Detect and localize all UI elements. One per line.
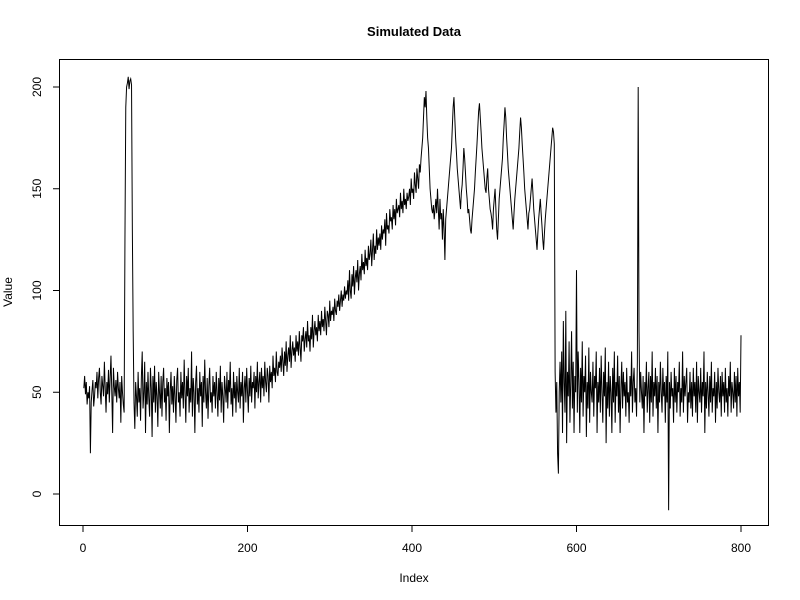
y-tick-label-200: 200	[30, 77, 44, 97]
x-axis: 0 200 400 600 800	[80, 525, 751, 555]
series-line	[83, 76, 742, 511]
chart-title: Simulated Data	[367, 24, 462, 39]
y-tick-label-100: 100	[30, 280, 44, 300]
x-tick-label-600: 600	[566, 541, 586, 555]
y-axis-label: Value	[1, 277, 15, 307]
y-tick-label-50: 50	[30, 385, 44, 399]
y-tick-label-0: 0	[30, 490, 44, 497]
x-tick-label-800: 800	[731, 541, 751, 555]
y-tick-label-150: 150	[30, 178, 44, 198]
x-tick-label-0: 0	[80, 541, 87, 555]
x-axis-label: Index	[399, 571, 428, 585]
y-axis: 0 50 100 150 200	[30, 77, 60, 497]
x-tick-label-400: 400	[402, 541, 422, 555]
x-tick-label-200: 200	[237, 541, 257, 555]
plot-frame	[59, 59, 769, 526]
